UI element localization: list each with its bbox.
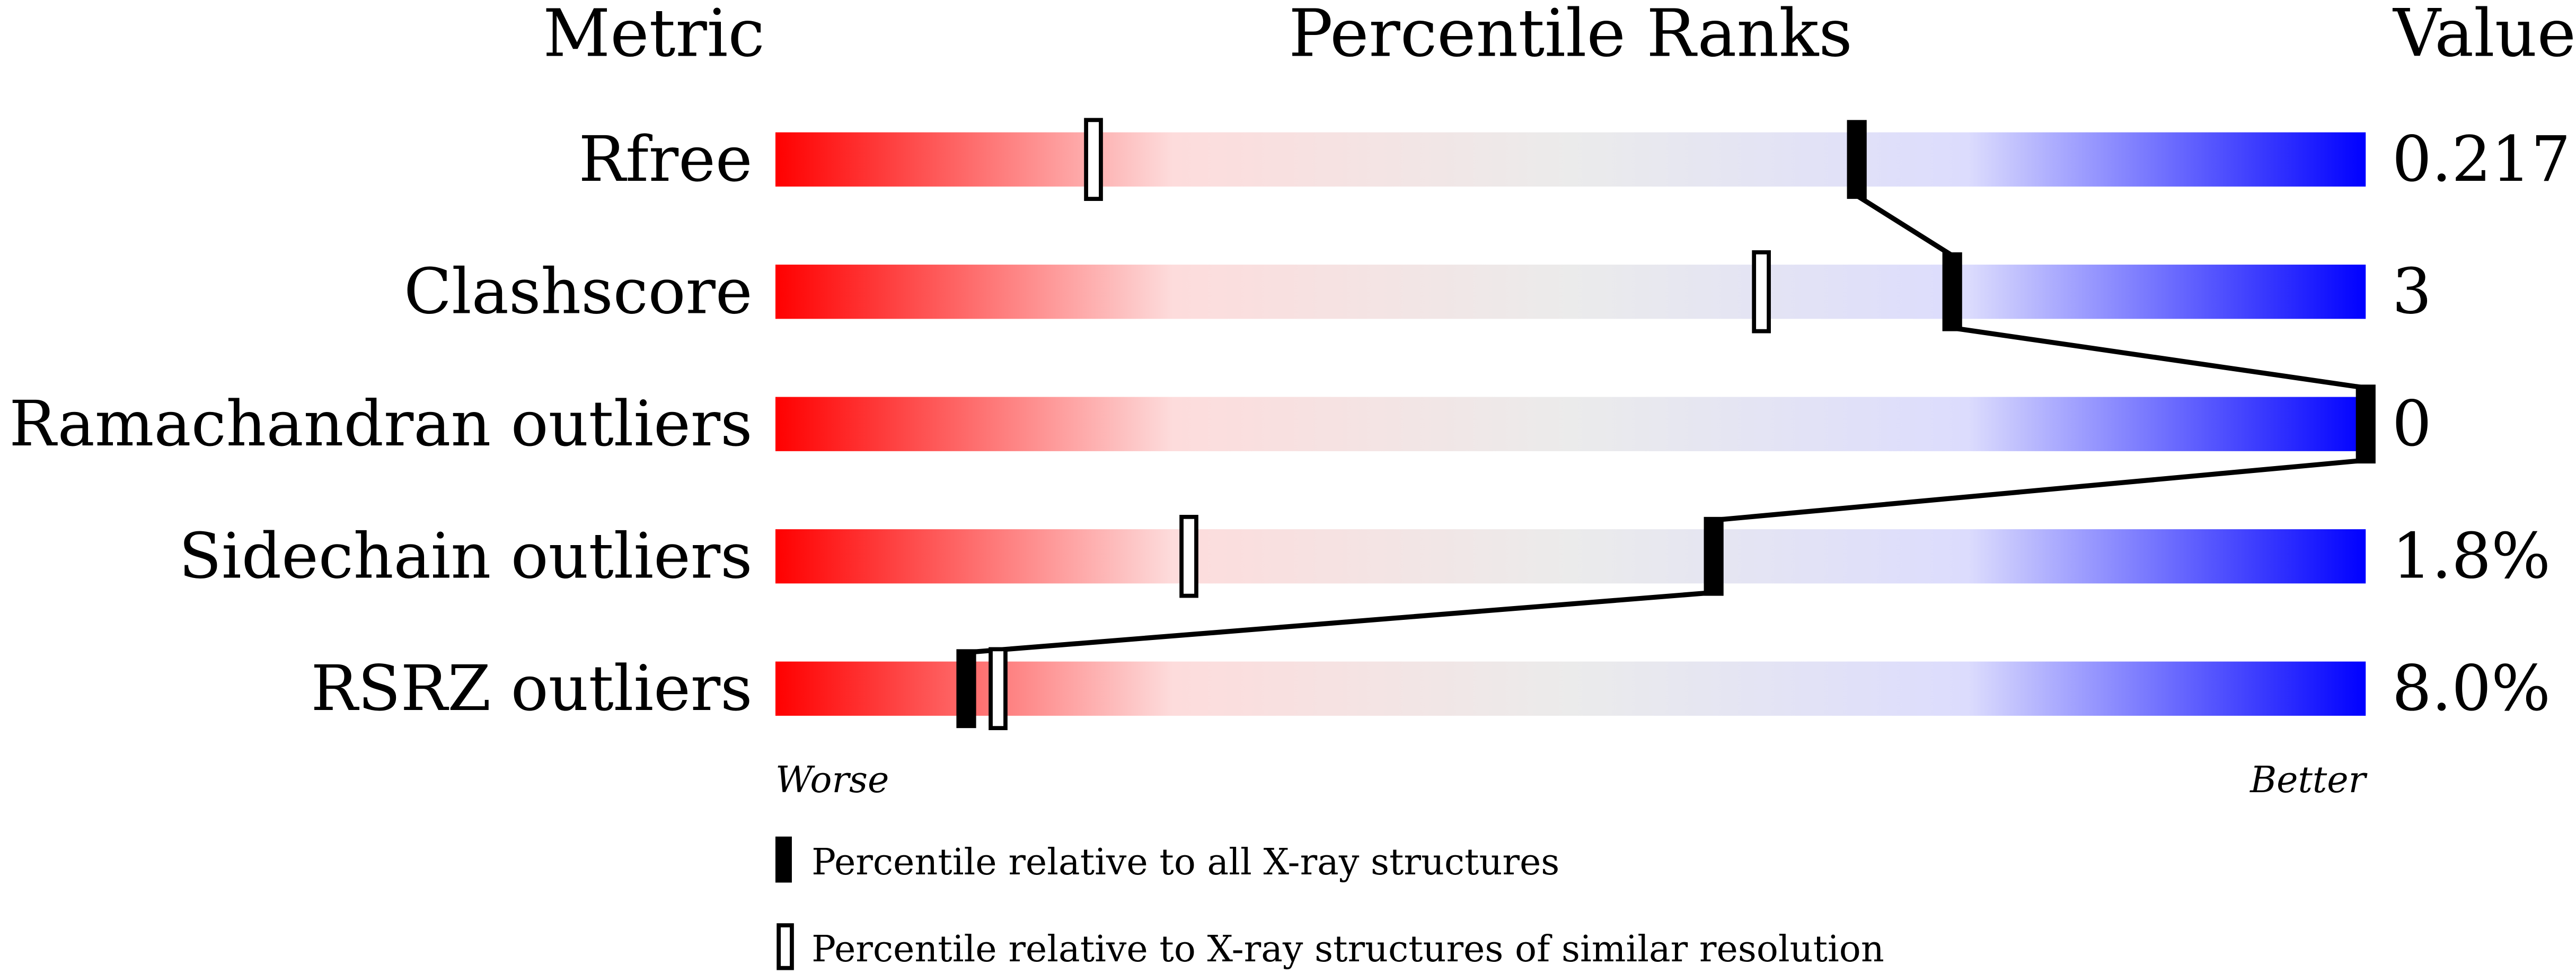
percentile-bar: [775, 397, 2366, 451]
metric-label: Ramachandran outliers: [9, 388, 752, 460]
axis-label-worse: Worse: [775, 759, 889, 801]
header-percentile-ranks: Percentile Ranks: [1289, 0, 1852, 72]
percentile-bar: [775, 661, 2366, 716]
header-metric: Metric: [543, 0, 764, 72]
marker-all-structures: [956, 649, 976, 729]
metric-value: 0.217: [2392, 123, 2571, 196]
metric-label: Rfree: [579, 123, 753, 196]
percentile-bar: [775, 529, 2366, 584]
metric-label: Clashscore: [404, 256, 753, 328]
metric-value: 8.0%: [2392, 652, 2551, 725]
metric-value: 1.8%: [2392, 520, 2551, 593]
legend-open-marker-icon: [777, 923, 794, 970]
legend-label-similar: Percentile relative to X-ray structures …: [811, 928, 1884, 970]
marker-similar-resolution: [1179, 514, 1198, 598]
marker-similar-resolution: [1084, 118, 1103, 201]
marker-all-structures: [1942, 252, 1962, 331]
metric-value: 3: [2392, 256, 2432, 328]
legend-label-all: Percentile relative to all X-ray structu…: [811, 841, 1559, 883]
marker-all-structures: [2356, 384, 2376, 464]
axis-label-better: Better: [2249, 759, 2368, 801]
metric-label: Sidechain outliers: [179, 520, 752, 593]
metric-value: 0: [2392, 388, 2432, 460]
marker-similar-resolution: [989, 647, 1008, 730]
header-value: Value: [2392, 0, 2576, 72]
percentile-bar: [775, 265, 2366, 319]
percentile-bar: [775, 132, 2366, 187]
marker-similar-resolution: [1752, 250, 1771, 334]
marker-all-structures: [1847, 120, 1867, 199]
legend-filled-marker-icon: [775, 836, 792, 883]
marker-all-structures: [1704, 516, 1724, 596]
metric-label: RSRZ outliers: [311, 652, 752, 725]
